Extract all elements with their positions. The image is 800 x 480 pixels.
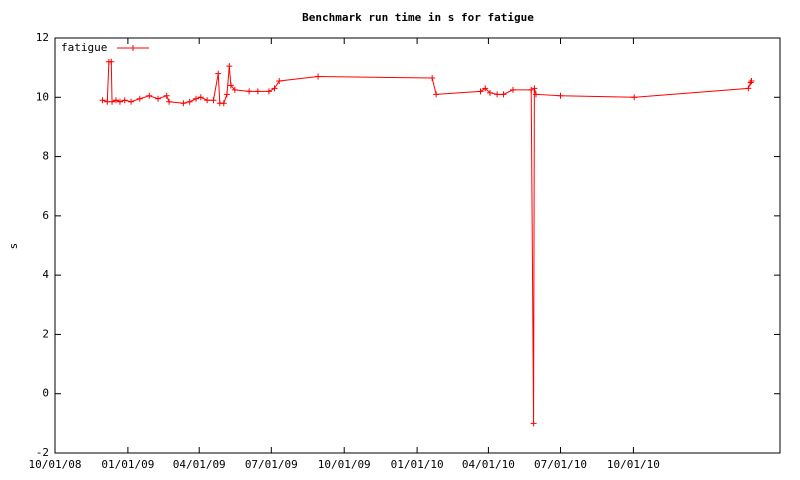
point-marker bbox=[748, 77, 755, 84]
x-tick-label: 07/01/09 bbox=[245, 458, 298, 471]
point-marker bbox=[745, 85, 752, 92]
point-marker bbox=[227, 82, 234, 89]
point-marker bbox=[246, 88, 253, 95]
plot-frame bbox=[54, 37, 781, 454]
point-marker bbox=[482, 85, 489, 92]
point-marker bbox=[500, 91, 507, 98]
point-marker bbox=[226, 63, 233, 70]
point-marker bbox=[477, 88, 484, 95]
y-tick-label: 4 bbox=[42, 268, 49, 281]
point-marker bbox=[109, 98, 116, 105]
point-marker bbox=[146, 92, 153, 99]
point-marker bbox=[193, 95, 200, 102]
y-tick-label: 0 bbox=[42, 387, 49, 400]
point-marker bbox=[166, 98, 173, 105]
point-marker bbox=[315, 73, 322, 80]
point-marker bbox=[204, 97, 211, 104]
point-marker bbox=[186, 98, 193, 105]
point-marker bbox=[155, 95, 162, 102]
chart-title: Benchmark run time in s for fatigue bbox=[302, 11, 534, 24]
point-marker bbox=[528, 86, 535, 93]
x-tick-label: 07/01/10 bbox=[534, 458, 587, 471]
legend-marker bbox=[130, 45, 136, 51]
point-marker bbox=[271, 85, 278, 92]
y-tick-label: 12 bbox=[36, 31, 49, 44]
point-marker bbox=[180, 100, 187, 107]
point-marker bbox=[108, 58, 115, 65]
point-marker bbox=[116, 98, 123, 105]
point-marker bbox=[197, 94, 204, 101]
x-tick-label: 04/01/09 bbox=[173, 458, 226, 471]
x-tick-label: 04/01/10 bbox=[462, 458, 515, 471]
x-tick-label: 10/01/10 bbox=[607, 458, 660, 471]
y-axis-label: s bbox=[7, 243, 20, 250]
point-marker bbox=[276, 77, 283, 84]
point-marker bbox=[99, 97, 106, 104]
point-marker bbox=[113, 97, 120, 104]
point-marker bbox=[265, 88, 272, 95]
point-marker bbox=[231, 86, 238, 93]
point-marker bbox=[747, 79, 754, 86]
y-tick-label: 10 bbox=[36, 90, 49, 103]
point-marker bbox=[532, 91, 539, 98]
point-marker bbox=[429, 75, 436, 82]
x-tick-label: 10/01/09 bbox=[318, 458, 371, 471]
point-marker bbox=[530, 420, 537, 427]
point-marker bbox=[631, 94, 638, 101]
x-tick-label: 01/01/09 bbox=[101, 458, 154, 471]
y-tick-label: -2 bbox=[36, 446, 49, 459]
point-marker bbox=[128, 98, 135, 105]
point-marker bbox=[254, 88, 261, 95]
y-tick-label: 2 bbox=[42, 327, 49, 340]
legend-label: fatigue bbox=[61, 41, 107, 54]
point-marker bbox=[136, 95, 143, 102]
point-marker bbox=[210, 97, 217, 104]
point-marker bbox=[557, 92, 564, 99]
point-marker bbox=[433, 91, 440, 98]
point-marker bbox=[220, 100, 227, 107]
y-tick-label: 8 bbox=[42, 150, 49, 163]
point-marker bbox=[531, 85, 538, 92]
y-tick-label: 6 bbox=[42, 209, 49, 222]
x-tick-label: 10/01/08 bbox=[29, 458, 82, 471]
point-marker bbox=[121, 97, 128, 104]
point-marker bbox=[215, 70, 222, 77]
point-marker bbox=[487, 89, 493, 96]
series-line bbox=[102, 61, 752, 424]
point-marker bbox=[509, 86, 516, 93]
point-marker bbox=[163, 92, 170, 99]
point-marker bbox=[223, 91, 230, 98]
x-tick-label: 01/01/10 bbox=[391, 458, 444, 471]
point-marker bbox=[494, 91, 501, 98]
